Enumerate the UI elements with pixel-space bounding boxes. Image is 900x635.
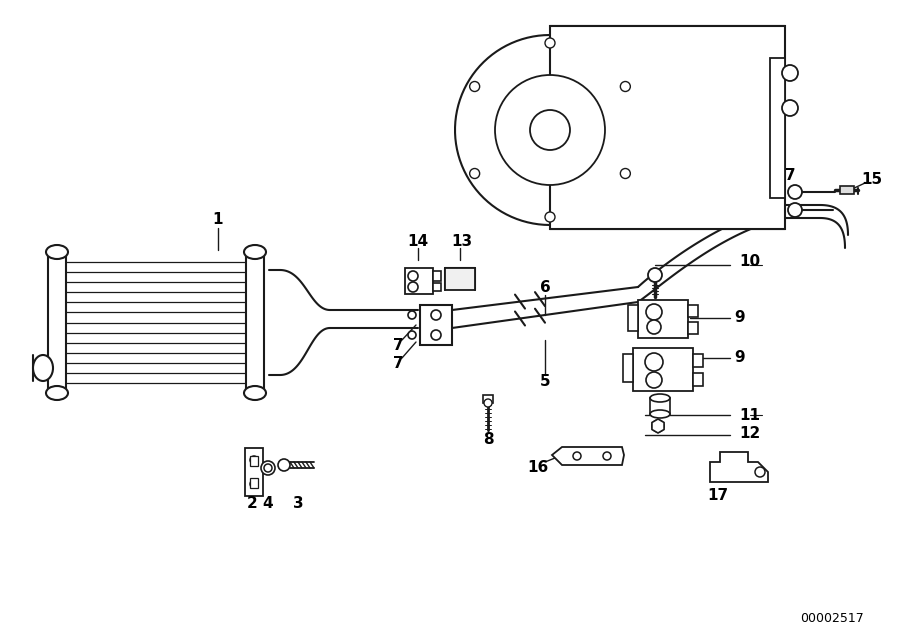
Circle shape <box>603 452 611 460</box>
Bar <box>770 58 785 198</box>
Ellipse shape <box>650 410 670 418</box>
Bar <box>405 268 433 294</box>
Bar <box>638 300 688 338</box>
Circle shape <box>408 282 418 292</box>
Text: 3: 3 <box>292 497 303 512</box>
Text: 7: 7 <box>785 168 796 182</box>
Circle shape <box>545 212 555 222</box>
Text: 15: 15 <box>861 173 883 187</box>
Bar <box>628 305 638 331</box>
Polygon shape <box>710 452 768 482</box>
Bar <box>433 271 441 281</box>
Text: 7: 7 <box>392 356 403 370</box>
Circle shape <box>620 81 630 91</box>
Circle shape <box>278 459 290 471</box>
Circle shape <box>782 65 798 81</box>
Bar <box>623 354 633 382</box>
Text: 16: 16 <box>527 460 549 476</box>
Text: 6: 6 <box>540 279 551 295</box>
Circle shape <box>652 420 664 432</box>
Bar <box>650 398 670 414</box>
Bar <box>250 456 258 466</box>
Bar <box>633 348 693 391</box>
Text: 9: 9 <box>734 351 745 366</box>
Circle shape <box>470 81 480 91</box>
Circle shape <box>470 168 480 178</box>
Text: 7: 7 <box>392 337 403 352</box>
Text: 8: 8 <box>482 432 493 448</box>
Bar <box>693 354 703 367</box>
Bar <box>433 283 441 291</box>
Circle shape <box>646 372 662 388</box>
Circle shape <box>645 353 663 371</box>
Bar <box>245 448 263 496</box>
Ellipse shape <box>46 245 68 259</box>
Text: 2: 2 <box>247 497 257 512</box>
Ellipse shape <box>244 245 266 259</box>
Circle shape <box>788 203 802 217</box>
Bar <box>48 252 66 393</box>
Circle shape <box>484 399 492 407</box>
Bar <box>688 322 698 334</box>
Text: 12: 12 <box>740 425 760 441</box>
Bar <box>250 478 258 488</box>
Circle shape <box>545 38 555 48</box>
Text: 11: 11 <box>740 408 760 422</box>
Circle shape <box>646 304 662 320</box>
Text: 00002517: 00002517 <box>800 612 864 624</box>
Circle shape <box>788 185 802 199</box>
Text: 10: 10 <box>740 255 760 269</box>
Polygon shape <box>552 447 624 465</box>
Circle shape <box>250 480 258 488</box>
Ellipse shape <box>244 386 266 400</box>
Text: 13: 13 <box>452 234 472 250</box>
Ellipse shape <box>33 355 53 381</box>
Circle shape <box>408 271 418 281</box>
Circle shape <box>755 467 765 477</box>
Bar <box>840 186 854 194</box>
Circle shape <box>408 331 416 339</box>
Polygon shape <box>652 419 664 433</box>
Bar <box>550 26 785 229</box>
Circle shape <box>620 168 630 178</box>
Circle shape <box>250 456 258 464</box>
Bar <box>445 268 475 290</box>
Circle shape <box>431 330 441 340</box>
Ellipse shape <box>650 394 670 402</box>
Bar <box>693 373 703 386</box>
Circle shape <box>648 268 662 282</box>
Ellipse shape <box>261 461 275 475</box>
Bar <box>420 305 452 345</box>
Text: 4: 4 <box>263 497 274 512</box>
Circle shape <box>782 100 798 116</box>
Text: 14: 14 <box>408 234 428 250</box>
Circle shape <box>431 310 441 320</box>
Text: 1: 1 <box>212 213 223 227</box>
Circle shape <box>495 75 605 185</box>
Bar <box>246 252 264 393</box>
Circle shape <box>408 311 416 319</box>
Circle shape <box>573 452 581 460</box>
Circle shape <box>530 110 570 150</box>
Bar <box>688 305 698 317</box>
Bar <box>483 395 493 403</box>
Text: 5: 5 <box>540 375 550 389</box>
Text: 17: 17 <box>707 488 729 502</box>
Circle shape <box>647 320 661 334</box>
Text: 9: 9 <box>734 311 745 326</box>
Ellipse shape <box>46 386 68 400</box>
Circle shape <box>264 464 272 472</box>
